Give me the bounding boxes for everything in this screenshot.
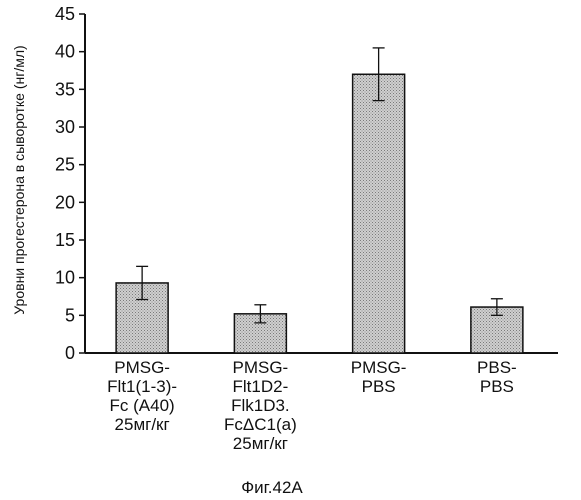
x-category-label-line: PMSG-: [233, 358, 289, 377]
x-category-label-line: 25мг/кг: [233, 434, 288, 453]
figure-caption: Фиг.42A: [241, 478, 303, 497]
x-category-label-line: PMSG-: [351, 358, 407, 377]
y-tick-label: 5: [65, 305, 75, 325]
y-tick-label: 0: [65, 343, 75, 363]
x-category-label: PMSG-Flt1D2-Flk1D3.FcΔC1(a)25мг/кг: [224, 358, 297, 453]
x-category-label: PMSG-Flt1(1-3)-Fc (A40)25мг/кг: [107, 358, 177, 434]
x-category-label-line: Fc (A40): [110, 396, 175, 415]
error-bars: [136, 48, 503, 323]
x-category-label-line: Flt1D2-: [233, 377, 289, 396]
y-tick-label: 35: [55, 79, 75, 99]
y-tick-label: 25: [55, 155, 75, 175]
bars: [116, 74, 523, 353]
y-tick-label: 45: [55, 4, 75, 24]
x-category-label-line: Flt1(1-3)-: [107, 377, 177, 396]
x-category-label: PMSG-PBS: [351, 358, 407, 396]
x-category-label-line: 25мг/кг: [115, 415, 170, 434]
x-category-label-line: Flk1D3.: [231, 396, 290, 415]
x-category-label-line: PBS: [362, 377, 396, 396]
y-tick-label: 15: [55, 230, 75, 250]
x-category-label-line: PMSG-: [114, 358, 170, 377]
y-tick-label: 40: [55, 42, 75, 62]
x-axis-labels: PMSG-Flt1(1-3)-Fc (A40)25мг/кгPMSG-Flt1D…: [107, 358, 517, 453]
y-axis-label: Уровни прогестерона в сыворотке (нг/мл): [11, 45, 27, 314]
x-category-label-line: PBS-: [477, 358, 517, 377]
y-tick-label: 30: [55, 117, 75, 137]
x-category-label: PBS-PBS: [477, 358, 517, 396]
bar: [353, 74, 405, 353]
y-tick-label: 10: [55, 268, 75, 288]
x-category-label-line: FcΔC1(a): [224, 415, 297, 434]
x-category-label-line: PBS: [480, 377, 514, 396]
y-axis-ticks: 0 5 10 15 20 25 30 35 40 45: [55, 4, 85, 363]
y-tick-label: 20: [55, 192, 75, 212]
